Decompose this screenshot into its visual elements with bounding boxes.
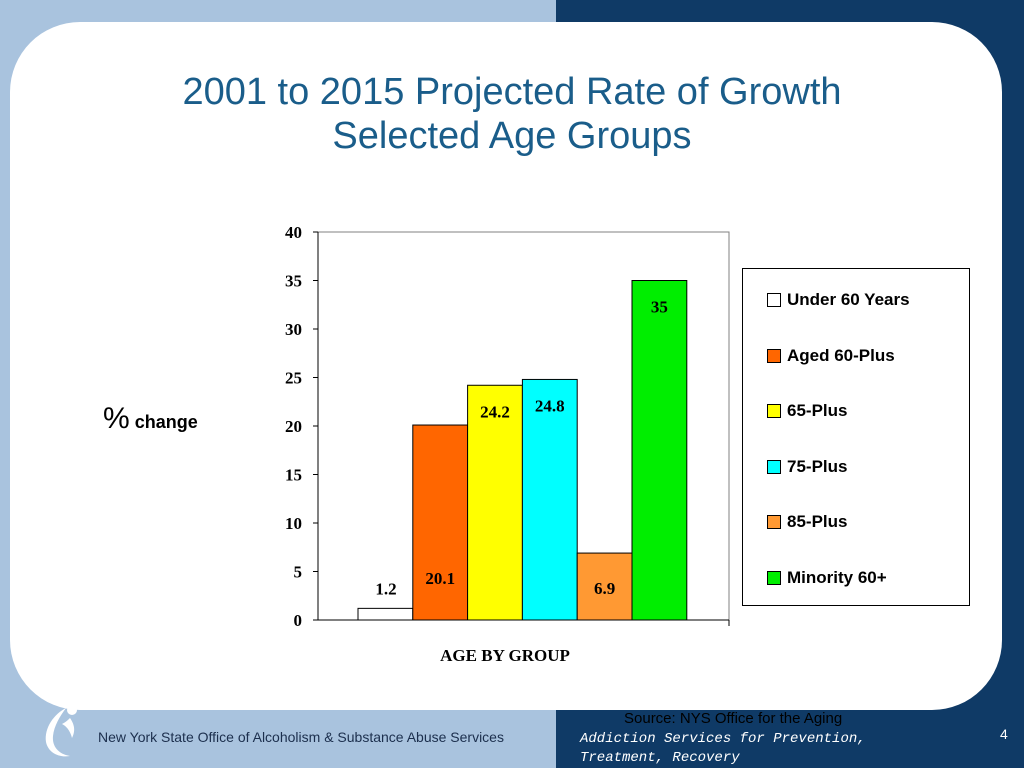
legend-item: Under 60 Years (767, 289, 910, 311)
legend-label: 75-Plus (787, 456, 848, 476)
bar-3 (467, 384, 523, 621)
bar-6 (631, 280, 688, 621)
y-tick-label: 10 (285, 514, 302, 533)
y-tick-label: 20 (285, 417, 302, 436)
legend-swatch (767, 570, 781, 585)
y-tick-label: 25 (285, 369, 302, 388)
title-line-1: 2001 to 2015 Projected Rate of Growth (182, 71, 842, 113)
chart-legend: Under 60 Years Aged 60-Plus 65-Plus 75-Plus… (742, 268, 970, 606)
bar-1 (357, 607, 414, 621)
data-label-4: 24.8 (535, 396, 565, 415)
legend-swatch (767, 293, 781, 307)
x-axis-label: AGE BY GROUP (440, 646, 570, 665)
data-label-2: 20.1 (425, 569, 455, 588)
y-tick-label: 0 (294, 611, 303, 630)
legend-label: 85-Plus (787, 512, 848, 531)
y-axis-label-text: change (134, 412, 198, 432)
footer-organization: New York State Office of Alcoholism & Su… (98, 729, 504, 745)
legend-swatch (767, 459, 781, 474)
source-note: Source: NYS Office for the Aging (624, 710, 843, 727)
data-label-1: 1.2 (375, 579, 396, 598)
bar-5 (576, 552, 633, 621)
data-label-6: 35 (651, 298, 668, 317)
y-axis-label-symbol: % (103, 402, 130, 435)
footer-band-right (556, 710, 1024, 768)
y-tick-label: 30 (285, 320, 302, 339)
y-axis-label: % change (103, 402, 198, 436)
page-number: 4 (1000, 726, 1008, 742)
y-tick-label: 5 (294, 563, 303, 582)
legend-item: Aged 60-Plus (767, 345, 895, 367)
y-tick-label: 40 (285, 223, 302, 242)
data-label-3: 24.2 (480, 402, 510, 421)
legend-item: Minority 60+ (767, 567, 887, 589)
legend-swatch (767, 515, 781, 529)
figure-swoosh-icon (45, 705, 77, 757)
legend-label: Under 60 Years (787, 290, 910, 309)
title-line-2: Selected Age Groups (332, 115, 692, 157)
legend-label: 65-Plus (787, 401, 848, 420)
legend-label: Aged 60-Plus (787, 345, 895, 365)
legend-item: 75-Plus (767, 456, 847, 478)
y-tick-label: 35 (285, 272, 302, 291)
legend-swatch (767, 348, 781, 363)
legend-swatch (767, 404, 781, 418)
footer-band-left (0, 710, 556, 768)
legend-label: Minority 60+ (787, 567, 887, 587)
y-tick-label: 15 (285, 466, 302, 485)
slide-title: 2001 to 2015 Projected Rate of Growth Se… (80, 70, 944, 158)
legend-item: 65-Plus (767, 400, 847, 422)
footer-tagline: Addiction Services for Prevention, Treat… (580, 731, 866, 766)
data-label-5: 6.9 (594, 579, 615, 598)
legend-item: 85-Plus (767, 511, 847, 533)
bar-2 (412, 424, 469, 621)
bar-4 (521, 378, 578, 621)
